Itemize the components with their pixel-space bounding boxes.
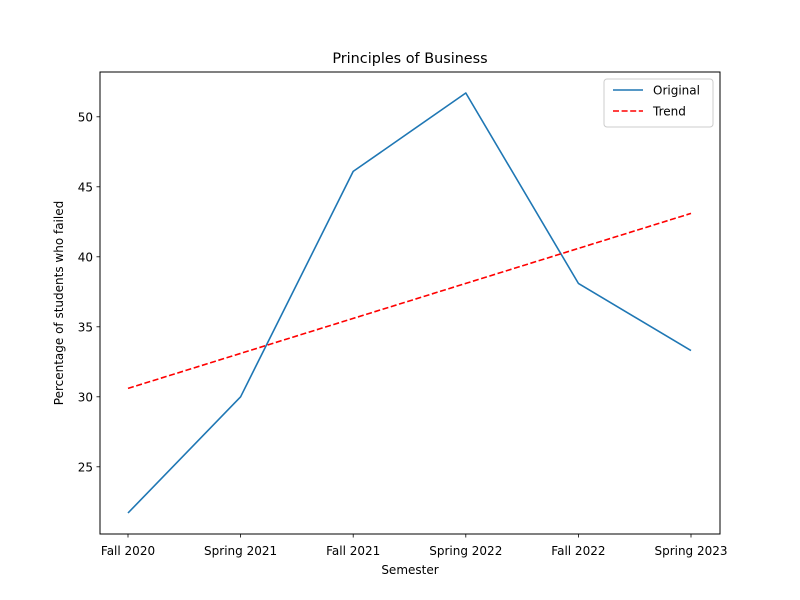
chart-title: Principles of Business bbox=[332, 51, 487, 67]
y-axis: 25 30 35 40 45 50 bbox=[78, 110, 100, 474]
y-tick-label: 50 bbox=[78, 110, 93, 124]
x-tick-label: Spring 2022 bbox=[429, 544, 502, 558]
legend: Original Trend bbox=[603, 78, 714, 128]
series-layer bbox=[127, 92, 692, 514]
y-tick-label: 30 bbox=[78, 390, 93, 404]
x-tick-label: Fall 2022 bbox=[551, 544, 605, 558]
x-axis: Fall 2020 Spring 2021 Fall 2021 Spring 2022… bbox=[101, 534, 728, 558]
y-axis-label: Percentage of students who failed bbox=[52, 201, 66, 405]
y-tick-label: 35 bbox=[78, 320, 93, 334]
x-tick-label: Spring 2021 bbox=[204, 544, 277, 558]
series-line-trend bbox=[127, 212, 692, 390]
y-tick-label: 40 bbox=[78, 250, 93, 264]
x-tick-label: Fall 2021 bbox=[326, 544, 380, 558]
plot-area bbox=[99, 71, 721, 535]
legend-box bbox=[603, 78, 714, 128]
y-tick-label: 25 bbox=[78, 460, 93, 474]
x-axis-label: Semester bbox=[381, 563, 438, 577]
legend-label-original: Original bbox=[653, 84, 700, 98]
legend-label-trend: Trend bbox=[652, 105, 686, 119]
y-tick-label: 45 bbox=[78, 180, 93, 194]
x-tick-label: Fall 2020 bbox=[101, 544, 155, 558]
series-line-original bbox=[127, 92, 692, 514]
x-tick-label: Spring 2023 bbox=[654, 544, 727, 558]
